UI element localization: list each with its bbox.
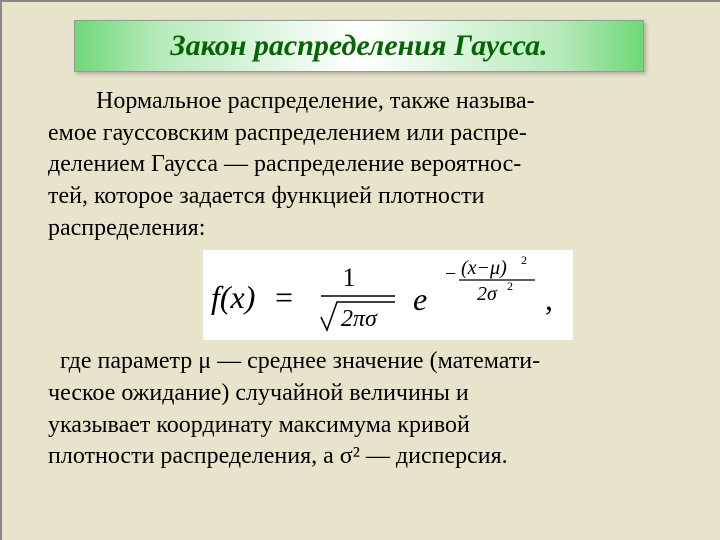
title-box: Закон распределения Гаусса.	[74, 20, 644, 72]
line-7: ческое ожидание) случайной величины и	[48, 378, 670, 410]
line-6: где параметр μ — среднее значение (матем…	[48, 346, 670, 378]
line-5: распределения:	[48, 213, 670, 245]
body-text: Нормальное распределение, также называ- …	[28, 86, 690, 473]
line-2: емое гауссовским распределением или расп…	[48, 118, 670, 150]
svg-text:=: =	[275, 279, 293, 315]
svg-text:2σ: 2σ	[477, 283, 498, 305]
line-1: Нормальное распределение, также называ-	[48, 86, 670, 118]
line-9: плотности распределения, а σ² — дисперси…	[48, 441, 670, 473]
slide-title: Закон распределения Гаусса.	[170, 29, 547, 62]
svg-text:−: −	[445, 263, 456, 285]
svg-text:1: 1	[343, 263, 356, 292]
svg-text:,: ,	[545, 281, 553, 317]
svg-text:(x−μ): (x−μ)	[461, 257, 507, 279]
svg-text:2πσ: 2πσ	[341, 306, 378, 332]
formula-box: f(x) = 12πσ e−(x−μ)22σ2,	[48, 244, 670, 346]
line-8: указывает координату максимума кривой	[48, 410, 670, 442]
svg-text:e: e	[413, 281, 427, 317]
svg-text:2: 2	[507, 279, 513, 293]
line-4: тей, которое задается функцией плотности	[48, 181, 670, 213]
formula-svg: f(x) = 12πσ e−(x−μ)22σ2,	[203, 250, 573, 340]
svg-text:2: 2	[521, 253, 527, 267]
svg-text:f(x): f(x)	[211, 279, 255, 315]
line-3: делением Гаусса — распределение вероятно…	[48, 149, 670, 181]
